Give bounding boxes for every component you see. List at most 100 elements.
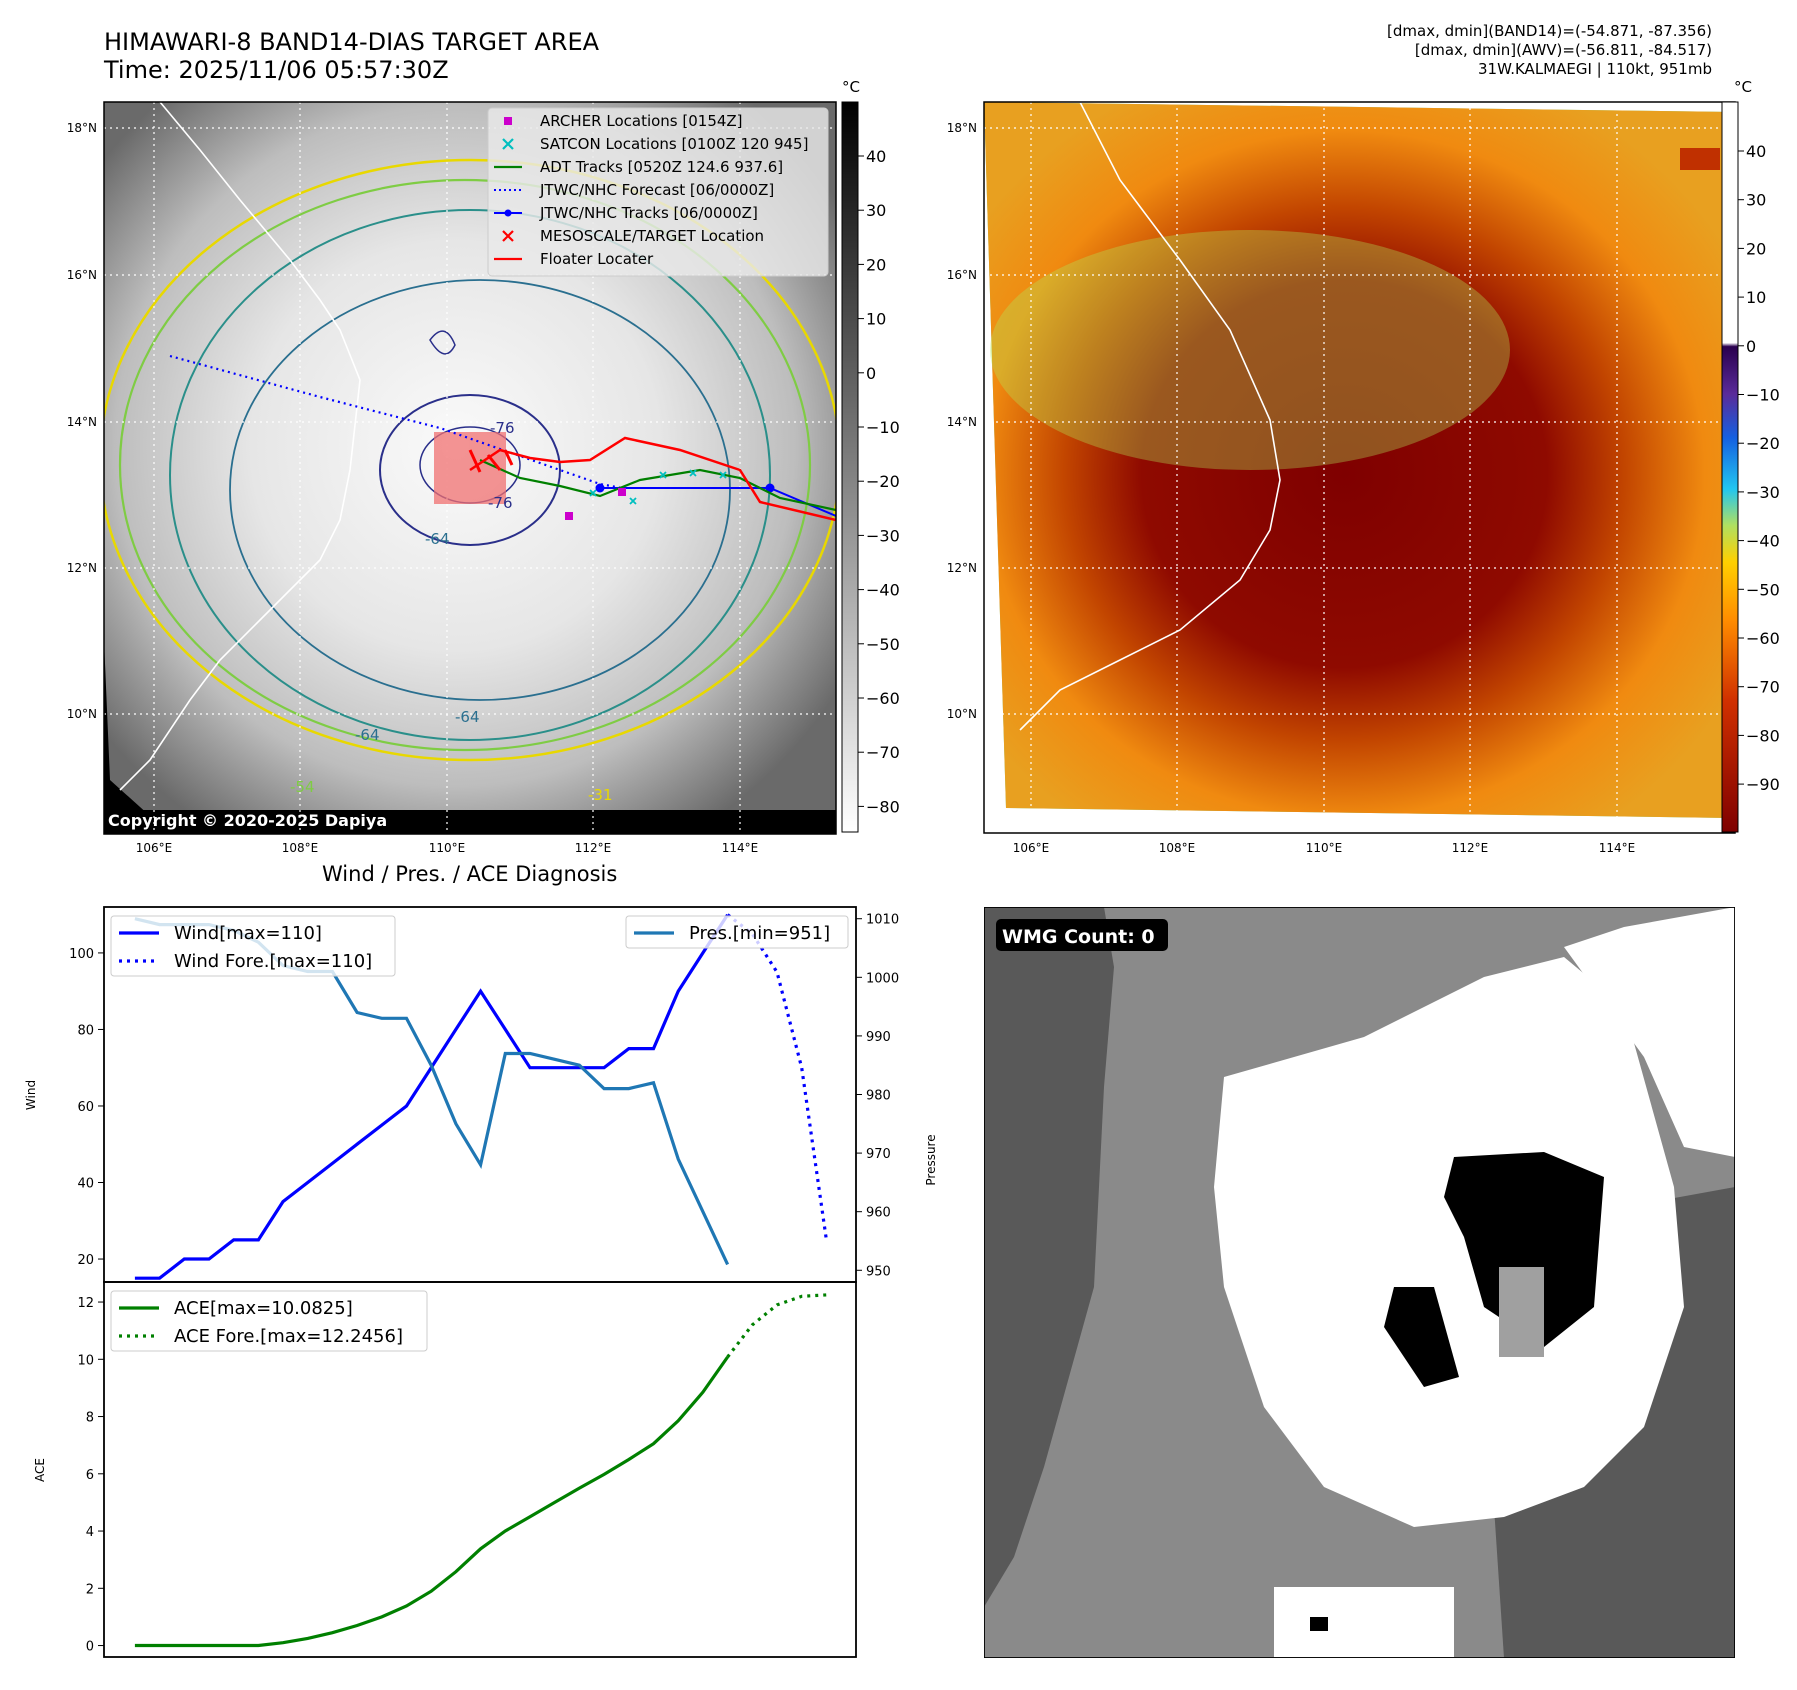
diagnosis-chart: 2040608010095096097098099010001010Wind[m… xyxy=(24,906,899,1658)
info-line-1: [dmax, dmin](BAND14)=(-54.871, -87.356) xyxy=(1387,22,1712,40)
colorbar-tick-label: 0 xyxy=(1746,337,1756,356)
legend-marker-x xyxy=(502,230,514,242)
legend-item: ARCHER Locations [0154Z] xyxy=(504,112,743,130)
colorbar-unit: °C xyxy=(1734,78,1752,96)
legend-ace: ACE[max=10.0825] ACE Fore.[max=12.2456] xyxy=(110,1290,428,1352)
lat-label: 14°N xyxy=(67,415,97,429)
legend-label: ADT Tracks [0520Z 124.6 937.6] xyxy=(540,158,783,176)
lat-label: 16°N xyxy=(947,268,977,282)
legend-label: JTWC/NHC Tracks [06/0000Z] xyxy=(539,204,758,222)
lat-label: 16°N xyxy=(67,268,97,282)
map-legend: ARCHER Locations [0154Z] SATCON Locations… xyxy=(487,107,829,277)
colorbar-tick-label: −40 xyxy=(1746,532,1780,551)
colorbar-tick-label: 0 xyxy=(866,364,876,383)
y-axis-label-wind: Wind xyxy=(24,1080,38,1110)
legend-label: Wind[max=110] xyxy=(174,923,322,944)
legend-label: MESOSCALE/TARGET Location xyxy=(540,227,764,245)
wmg-panel: WMG Count: 0 xyxy=(984,907,1735,1658)
y-tick-label: 4 xyxy=(86,1525,94,1540)
series-line xyxy=(134,1356,729,1648)
lat-label: 12°N xyxy=(947,561,977,575)
colorbar-tick-label: −20 xyxy=(1746,434,1780,453)
lon-label: 114°E xyxy=(722,841,759,855)
title-line-2: Time: 2025/11/06 05:57:30Z xyxy=(104,56,449,84)
series-line xyxy=(726,913,828,1241)
lat-label: 10°N xyxy=(67,707,97,721)
colorbar-tick-label: −80 xyxy=(1746,726,1780,745)
page-title: HIMAWARI-8 BAND14-DIAS TARGET AREA Time:… xyxy=(104,28,599,84)
legend-label: ACE[max=10.0825] xyxy=(174,1298,353,1319)
y-tick-label: 80 xyxy=(77,1023,94,1038)
legend-marker-square xyxy=(504,117,512,125)
colorbar-tick-label: −70 xyxy=(866,743,900,762)
lon-label: 108°E xyxy=(282,841,319,855)
contour-label: -64 xyxy=(425,530,450,548)
lat-label: 18°N xyxy=(947,121,977,135)
copyright-text: Copyright © 2020-2025 Dapiya xyxy=(108,811,387,830)
colorbar-tick-label: −10 xyxy=(1746,386,1780,405)
series-line xyxy=(726,1293,827,1358)
legend-marker-dot xyxy=(504,209,512,217)
lat-label: 12°N xyxy=(67,561,97,575)
y2-tick-label: 1010 xyxy=(866,913,899,928)
y2-tick-label: 960 xyxy=(866,1206,891,1221)
wmg-count-label: WMG Count: 0 xyxy=(1002,926,1155,948)
y-tick-label: 60 xyxy=(77,1100,94,1115)
colorbar-tick-label: 20 xyxy=(866,255,886,274)
legend-label: Wind Fore.[max=110] xyxy=(174,951,372,972)
info-line-2: [dmax, dmin](AWV)=(-56.811, -84.517) xyxy=(1414,41,1712,59)
contour-label: -64 xyxy=(355,726,380,744)
colorbar-tick-label: 20 xyxy=(1746,239,1766,258)
y-tick-label: 0 xyxy=(86,1640,94,1655)
y2-tick-label: 990 xyxy=(866,1030,891,1045)
legend-item: JTWC/NHC Forecast [06/0000Z] xyxy=(494,181,774,199)
legend-item: SATCON Locations [0100Z 120 945] xyxy=(502,135,808,153)
legend-label: SATCON Locations [0100Z 120 945] xyxy=(540,135,808,153)
lat-label: 14°N xyxy=(947,415,977,429)
colorbar-unit: °C xyxy=(842,78,860,96)
pressure-label-holder: Pressure xyxy=(924,1134,938,1185)
legend-item: JTWC/NHC Tracks [06/0000Z] xyxy=(494,204,758,222)
colorbar-tick-label: −30 xyxy=(1746,483,1780,502)
colorbar-tick-label: −20 xyxy=(866,472,900,491)
legend-label: JTWC/NHC Forecast [06/0000Z] xyxy=(539,181,774,199)
ir-map-panel: -64 -64 -64 -76 -76 -54 -31 Copyright © … xyxy=(67,78,1780,855)
legend-pressure: Pres.[min=951] xyxy=(625,915,849,949)
colorbar-tick-label: −70 xyxy=(1746,678,1780,697)
colorbar-tick-label: −30 xyxy=(866,526,900,545)
lon-label: 106°E xyxy=(1013,841,1050,855)
y-tick-label: 20 xyxy=(77,1253,94,1268)
y-tick-label: 8 xyxy=(86,1411,94,1426)
colorbar-tick-label: −60 xyxy=(866,689,900,708)
contour-label: -64 xyxy=(455,708,480,726)
title-line-1: HIMAWARI-8 BAND14-DIAS TARGET AREA xyxy=(104,28,600,56)
colorbar-tick-label: 30 xyxy=(866,201,886,220)
contour-label: -54 xyxy=(290,778,315,796)
colorbar-tick-label: −90 xyxy=(1746,775,1780,794)
ir-image-right xyxy=(984,102,1735,833)
lat-label: 10°N xyxy=(947,707,977,721)
colorbar-right: °C 40 30 20 10 0 −10 −20 −30 −40 −50 −60 −70 −80 −90 xyxy=(1721,78,1780,833)
lon-label: 114°E xyxy=(1599,841,1636,855)
colorbar-tick-label: −40 xyxy=(866,581,900,600)
contour-label: -76 xyxy=(488,494,513,512)
y-axis-label-ace: ACE xyxy=(33,1458,47,1482)
colorbar-tick-label: −50 xyxy=(1746,580,1780,599)
legend-label: ARCHER Locations [0154Z] xyxy=(540,112,743,130)
colorbar-tick-label: −50 xyxy=(866,635,900,654)
colorbar-tick-label: 40 xyxy=(866,147,886,166)
lat-label: 18°N xyxy=(67,121,97,135)
legend-item: Floater Locater xyxy=(494,250,654,268)
legend-label: Pres.[min=951] xyxy=(689,923,830,944)
info-line-3: 31W.KALMAEGI | 110kt, 951mb xyxy=(1478,60,1712,78)
legend-marker-x xyxy=(502,138,514,150)
colorbar-tick-label: 40 xyxy=(1746,142,1766,161)
y-tick-label: 2 xyxy=(86,1582,94,1597)
y-tick-label: 40 xyxy=(77,1177,94,1192)
legend-item: ADT Tracks [0520Z 124.6 937.6] xyxy=(494,158,783,176)
lon-label: 108°E xyxy=(1159,841,1196,855)
y-tick-label: 6 xyxy=(86,1468,94,1483)
y-tick-label: 100 xyxy=(69,947,94,962)
y2-tick-label: 970 xyxy=(866,1147,891,1162)
y-axis-label-pressure: Pressure xyxy=(924,1134,938,1185)
